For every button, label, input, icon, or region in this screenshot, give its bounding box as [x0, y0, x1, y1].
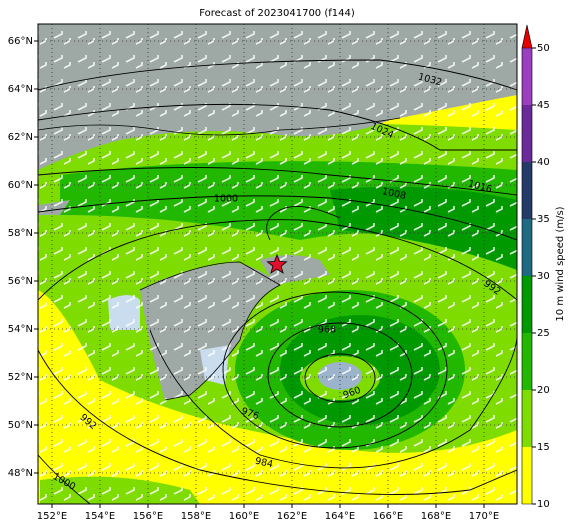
lon-label: 166°E — [373, 511, 403, 522]
lat-label: 54°N — [8, 324, 33, 335]
lon-label: 154°E — [85, 511, 115, 522]
isobar-label: 984 — [254, 456, 274, 471]
location-marker — [266, 253, 288, 274]
isobar-label: 1008 — [381, 186, 407, 202]
lat-label: 64°N — [8, 84, 33, 95]
lat-label: 48°N — [8, 468, 33, 479]
lon-label: 164°E — [325, 511, 355, 522]
lat-label: 50°N — [8, 420, 33, 431]
colorbar-tick-label: 45 — [537, 100, 550, 111]
colorbar-tick-label: 10 — [537, 499, 550, 510]
lon-label: 160°E — [229, 511, 259, 522]
lat-label: 62°N — [8, 132, 33, 143]
lon-label: 162°E — [277, 511, 307, 522]
lat-label: 60°N — [8, 180, 33, 191]
colorbar-tick-label: 15 — [537, 442, 550, 453]
lon-label: 156°E — [133, 511, 163, 522]
lat-label: 52°N — [8, 372, 33, 383]
isobar-label: 968 — [318, 325, 336, 336]
map-frame — [37, 23, 518, 505]
title: Forecast of 2023041700 (f144) — [199, 8, 355, 19]
lon-label: 152°E — [37, 511, 67, 522]
colorbar-label: 10 m wind speed (m/s) — [555, 206, 566, 321]
lat-label: 56°N — [8, 276, 33, 287]
lat-label: 66°N — [8, 36, 33, 47]
colorbar-tick-label: 40 — [537, 157, 550, 168]
lon-label: 168°E — [421, 511, 451, 522]
colorbar-tick-label: 25 — [537, 328, 550, 339]
isobar-label: 1000 — [214, 194, 238, 205]
lon-label: 158°E — [181, 511, 211, 522]
colorbar-tick-label: 20 — [537, 385, 550, 396]
colorbar-tick-label: 35 — [537, 214, 550, 225]
colorbar-tick-label: 50 — [537, 43, 550, 54]
colorbar: 10 m wind speed (m/s) — [521, 24, 566, 505]
lat-label: 58°N — [8, 228, 33, 239]
lon-label: 170°E — [469, 511, 499, 522]
colorbar-tick-label: 30 — [537, 271, 550, 282]
